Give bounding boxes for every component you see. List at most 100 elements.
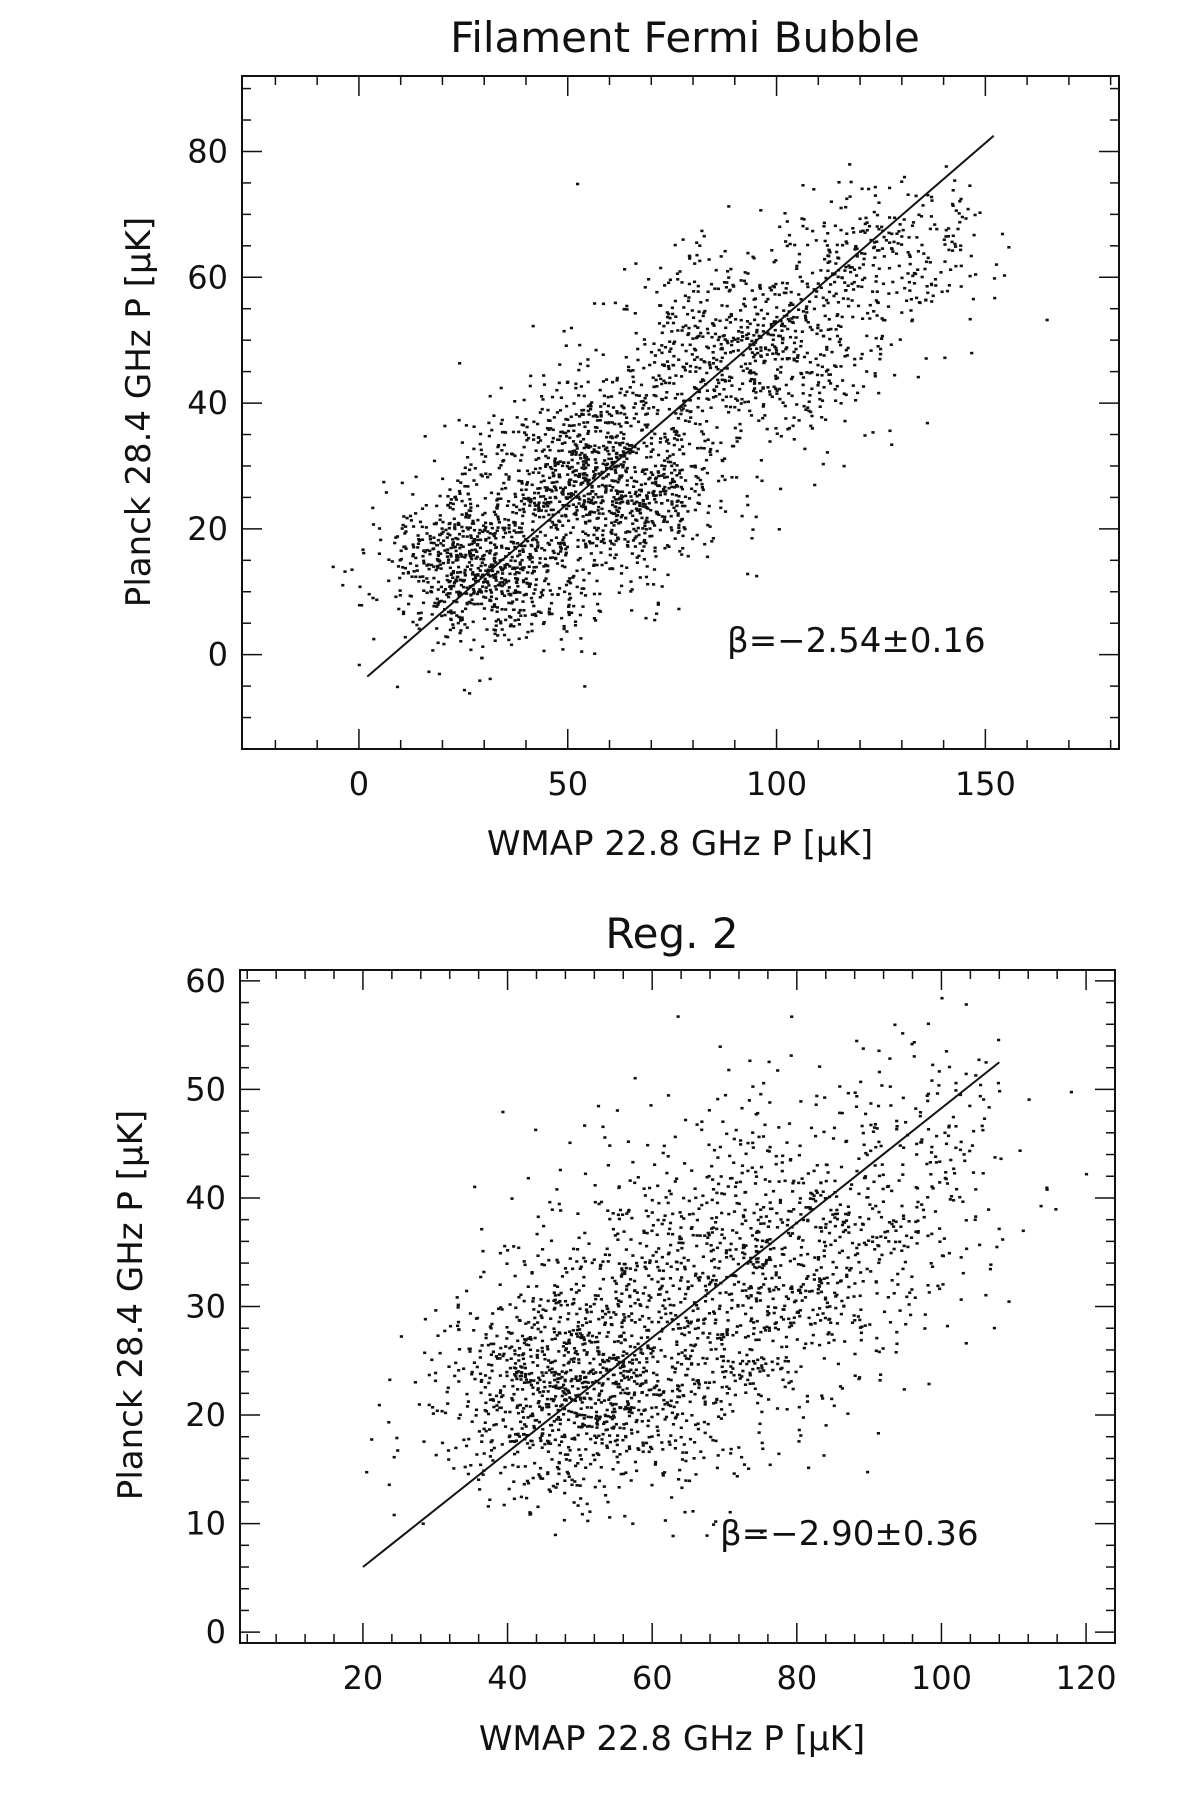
scatter-point	[717, 479, 721, 483]
scatter-point	[665, 391, 669, 394]
scatter-point	[548, 1200, 552, 1204]
scatter-point	[801, 1239, 805, 1242]
scatter-point	[906, 193, 910, 196]
scatter-point	[709, 1249, 713, 1253]
scatter-point	[907, 253, 912, 257]
scatter-point	[401, 523, 405, 527]
scatter-point	[517, 1318, 521, 1322]
scatter-point	[681, 1451, 685, 1454]
scatter-point	[730, 444, 735, 448]
scatter-point	[490, 564, 494, 567]
scatter-point	[513, 559, 517, 563]
scatter-point	[589, 501, 593, 505]
scatter-point	[635, 519, 639, 522]
scatter-point	[806, 1206, 810, 1209]
scatter-point	[804, 316, 808, 320]
scatter-point	[517, 430, 521, 434]
scatter-point	[530, 538, 535, 542]
scatter-point	[696, 1379, 700, 1382]
scatter-point	[574, 1464, 578, 1468]
scatter-point	[691, 537, 695, 541]
scatter-point	[505, 1337, 509, 1340]
scatter-point	[630, 509, 634, 513]
scatter-point	[740, 331, 744, 334]
scatter-point	[644, 413, 648, 416]
scatter-point	[533, 491, 537, 495]
scatter-point	[524, 636, 528, 639]
scatter-point	[772, 285, 776, 289]
scatter-point	[714, 1401, 718, 1404]
scatter-point	[595, 517, 599, 520]
scatter-point	[712, 1310, 716, 1313]
scatter-point	[844, 348, 848, 352]
scatter-point	[574, 1394, 578, 1397]
scatter-point	[783, 1304, 787, 1308]
scatter-point	[448, 585, 452, 588]
scatter-point	[730, 343, 734, 347]
scatter-point	[456, 537, 460, 541]
scatter-point	[738, 422, 742, 426]
scatter-point	[628, 1360, 632, 1364]
scatter-point	[625, 1375, 629, 1379]
scatter-point	[579, 483, 583, 486]
scatter-point	[710, 1217, 714, 1220]
scatter-point	[765, 312, 770, 316]
scatter-point	[709, 282, 714, 286]
scatter-point	[670, 330, 674, 333]
scatter-point	[605, 1420, 609, 1423]
scatter-point	[416, 612, 421, 615]
scatter-point	[492, 510, 496, 514]
scatter-point	[689, 1343, 693, 1347]
scatter-point	[679, 1279, 683, 1282]
scatter-point	[574, 1377, 578, 1381]
scatter-point	[670, 485, 674, 489]
scatter-point	[597, 451, 601, 454]
scatter-point	[908, 255, 912, 259]
scatter-point	[403, 532, 407, 535]
scatter-point	[968, 317, 972, 321]
scatter-point	[877, 249, 881, 252]
scatter-point	[783, 404, 787, 408]
scatter-point	[588, 1396, 592, 1400]
scatter-point	[574, 451, 578, 454]
scatter-point	[655, 511, 659, 514]
scatter-point	[592, 559, 597, 562]
scatter-point	[529, 1338, 533, 1341]
scatter-point	[828, 337, 832, 341]
scatter-point	[496, 492, 500, 496]
scatter-point	[631, 539, 636, 542]
scatter-point	[341, 583, 345, 587]
scatter-point	[869, 238, 873, 242]
scatter-point	[703, 1317, 707, 1320]
scatter-point	[499, 1395, 504, 1399]
scatter-point	[725, 1311, 729, 1314]
scatter-point	[543, 1357, 547, 1361]
scatter-point	[628, 530, 632, 534]
scatter-point	[541, 1248, 545, 1251]
scatter-point	[759, 1394, 763, 1398]
scatter-point	[619, 1341, 623, 1345]
scatter-point	[518, 591, 522, 594]
scatter-point	[567, 1418, 571, 1422]
scatter-point	[562, 1391, 566, 1395]
scatter-point	[611, 449, 615, 452]
scatter-point	[617, 522, 621, 525]
scatter-point	[510, 535, 514, 539]
scatter-point	[606, 395, 610, 399]
scatter-point	[527, 1372, 531, 1376]
scatter-point	[792, 357, 796, 361]
scatter-point	[580, 466, 584, 470]
scatter-point	[517, 1295, 521, 1299]
scatter-point	[774, 387, 778, 390]
scatter-point	[522, 1352, 526, 1355]
scatter-point	[538, 411, 542, 414]
scatter-point	[766, 1313, 770, 1317]
scatter-point	[540, 407, 544, 411]
scatter-point	[707, 398, 711, 401]
scatter-point	[893, 373, 897, 377]
scatter-point	[756, 351, 760, 355]
scatter-point	[512, 503, 516, 507]
scatter-point	[695, 1304, 699, 1307]
scatter-point	[486, 475, 490, 479]
scatter-point	[574, 505, 578, 509]
